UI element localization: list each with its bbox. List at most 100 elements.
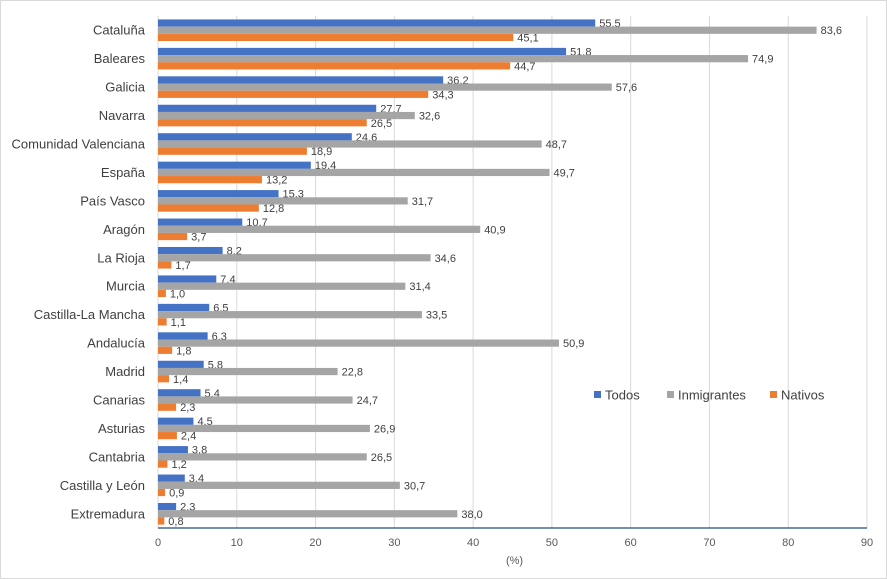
bar-todos xyxy=(158,275,217,283)
category-label: Murcia xyxy=(106,279,146,294)
bar-nativos xyxy=(158,432,177,440)
bar-todos xyxy=(158,389,201,397)
category-label: La Rioja xyxy=(97,250,145,265)
data-label: 30,7 xyxy=(404,480,425,492)
bar-inmigrantes xyxy=(158,311,422,319)
data-label: 1,2 xyxy=(171,459,186,471)
bar-inmigrantes xyxy=(158,168,550,177)
data-label: 3,7 xyxy=(191,232,206,244)
data-label: 2,4 xyxy=(181,431,196,443)
bar-todos xyxy=(158,360,204,368)
data-label: 26,9 xyxy=(374,423,395,435)
legend-swatch-todos xyxy=(594,391,601,398)
category-label: Extremadura xyxy=(71,506,146,521)
bar-todos xyxy=(158,417,194,425)
x-tick-label: 10 xyxy=(231,537,243,549)
bar-nativos xyxy=(158,176,262,184)
bar-todos xyxy=(158,161,311,169)
category-label: Asturias xyxy=(98,421,145,436)
x-axis-title: (%) xyxy=(506,555,523,567)
bar-nativos xyxy=(158,403,177,411)
data-label: 38,0 xyxy=(461,509,482,521)
data-label: 12,8 xyxy=(263,203,284,215)
data-label: 0,9 xyxy=(169,488,184,500)
data-label: 49,7 xyxy=(554,167,575,179)
x-tick-label: 0 xyxy=(155,537,161,549)
data-label: 1,4 xyxy=(173,374,188,386)
legend-swatch-nativos xyxy=(770,391,777,398)
data-label: 34,3 xyxy=(432,89,453,101)
x-tick-label: 60 xyxy=(625,537,637,549)
x-tick-label: 20 xyxy=(309,537,321,549)
data-label: 8,2 xyxy=(227,246,242,258)
bar-nativos xyxy=(158,289,166,298)
bar-nativos xyxy=(158,90,429,98)
data-label: 1,8 xyxy=(176,345,191,357)
bar-todos xyxy=(158,19,596,27)
data-label: 2,3 xyxy=(180,502,195,514)
bar-inmigrantes xyxy=(158,197,408,205)
data-label: 26,5 xyxy=(371,452,392,464)
data-label: 22,8 xyxy=(342,367,363,379)
data-label: 1,1 xyxy=(171,317,186,329)
data-label: 40,9 xyxy=(484,224,505,236)
bar-inmigrantes xyxy=(158,111,415,120)
x-tick-label: 80 xyxy=(782,537,794,549)
data-label: 1,0 xyxy=(170,288,185,300)
data-label: 18,9 xyxy=(311,146,332,158)
data-label: 44,7 xyxy=(514,61,535,73)
bar-todos xyxy=(158,104,377,112)
data-label: 1,7 xyxy=(175,260,190,272)
bar-todos xyxy=(158,332,208,340)
category-label: Cataluña xyxy=(93,23,146,38)
bar-todos xyxy=(158,502,177,511)
data-label: 48,7 xyxy=(546,139,567,151)
bar-inmigrantes xyxy=(158,55,749,63)
data-label: 74,9 xyxy=(752,54,773,66)
category-label: Cantabria xyxy=(89,449,146,464)
bar-nativos xyxy=(158,33,514,42)
bar-nativos xyxy=(158,204,259,212)
bar-todos xyxy=(158,446,188,454)
data-label: 32,6 xyxy=(419,111,440,123)
bar-inmigrantes xyxy=(158,424,370,433)
bar-inmigrantes xyxy=(158,140,542,148)
bar-inmigrantes xyxy=(158,510,458,518)
bar-inmigrantes xyxy=(158,225,481,233)
bar-inmigrantes xyxy=(158,396,353,404)
bar-nativos xyxy=(158,147,307,155)
x-tick-label: 90 xyxy=(861,537,873,549)
bar-todos xyxy=(158,218,243,226)
bar-nativos xyxy=(158,232,188,241)
category-label: País Vasco xyxy=(80,193,145,208)
category-label: Canarias xyxy=(93,393,146,408)
legend-swatch-inmigrantes xyxy=(667,391,674,398)
category-label: España xyxy=(101,165,146,180)
data-label: 83,6 xyxy=(821,25,842,37)
data-label: 45,1 xyxy=(517,32,538,44)
data-label: 34,6 xyxy=(435,253,456,265)
x-tick-label: 50 xyxy=(546,537,558,549)
data-label: 31,4 xyxy=(409,281,430,293)
bar-todos xyxy=(158,246,223,255)
bar-todos xyxy=(158,190,279,198)
legend-label-nativos: Nativos xyxy=(781,388,825,403)
data-label: 26,5 xyxy=(371,118,392,130)
legend-label-inmigrantes: Inmigrantes xyxy=(678,388,746,403)
legend-label-todos: Todos xyxy=(605,388,640,403)
data-label: 24,7 xyxy=(357,395,378,407)
data-label: 2,3 xyxy=(180,402,195,414)
bar-nativos xyxy=(158,318,167,326)
bar-inmigrantes xyxy=(158,254,431,262)
bar-nativos xyxy=(158,517,165,525)
x-tick-label: 40 xyxy=(467,537,479,549)
bar-todos xyxy=(158,133,352,141)
bar-todos xyxy=(158,474,185,482)
category-label: Galicia xyxy=(105,80,146,95)
category-label: Madrid xyxy=(105,364,145,379)
data-label: 13,2 xyxy=(266,175,287,187)
data-label: 50,9 xyxy=(563,338,584,350)
x-tick-label: 30 xyxy=(388,537,400,549)
bar-nativos xyxy=(158,375,170,383)
